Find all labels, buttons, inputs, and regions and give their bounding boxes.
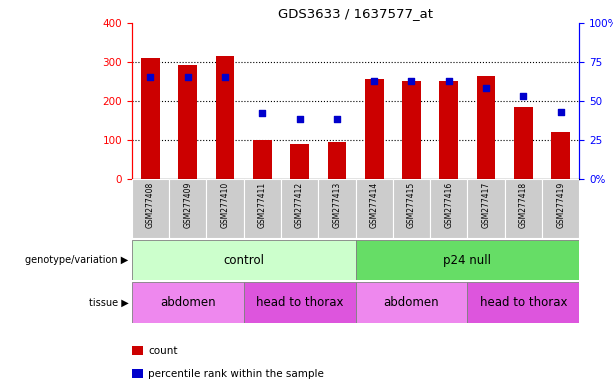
Text: p24 null: p24 null — [443, 254, 492, 266]
Bar — [356, 179, 393, 238]
Point — [369, 78, 379, 84]
Bar — [318, 179, 356, 238]
Text: GSM277419: GSM277419 — [556, 182, 565, 228]
Point — [295, 116, 305, 122]
Bar — [132, 369, 143, 378]
Text: GSM277415: GSM277415 — [407, 182, 416, 228]
Bar — [132, 346, 143, 355]
Bar — [542, 179, 579, 238]
Bar — [291, 144, 309, 179]
Bar — [132, 282, 244, 323]
Text: control: control — [223, 254, 264, 266]
Text: GSM277409: GSM277409 — [183, 182, 192, 228]
Text: head to thorax: head to thorax — [479, 296, 567, 309]
Point — [519, 93, 528, 99]
Text: percentile rank within the sample: percentile rank within the sample — [148, 369, 324, 379]
Text: abdomen: abdomen — [160, 296, 216, 309]
Text: GSM277412: GSM277412 — [295, 182, 304, 228]
Bar — [514, 108, 533, 179]
Text: genotype/variation ▶: genotype/variation ▶ — [26, 255, 129, 265]
Text: GSM277414: GSM277414 — [370, 182, 379, 228]
Text: GSM277417: GSM277417 — [482, 182, 490, 228]
Bar — [468, 179, 504, 238]
Bar — [440, 81, 458, 179]
Bar — [356, 240, 579, 280]
Point — [220, 74, 230, 81]
Title: GDS3633 / 1637577_at: GDS3633 / 1637577_at — [278, 7, 433, 20]
Point — [444, 78, 454, 84]
Point — [406, 78, 416, 84]
Bar — [141, 58, 160, 179]
Bar — [207, 179, 244, 238]
Bar — [244, 282, 356, 323]
Bar — [244, 179, 281, 238]
Text: GSM277416: GSM277416 — [444, 182, 453, 228]
Point — [183, 74, 192, 81]
Bar — [169, 179, 207, 238]
Bar — [216, 56, 234, 179]
Bar — [132, 240, 356, 280]
Point — [257, 110, 267, 116]
Point — [556, 109, 566, 115]
Bar — [393, 179, 430, 238]
Text: GSM277408: GSM277408 — [146, 182, 155, 228]
Bar — [327, 142, 346, 179]
Bar — [178, 65, 197, 179]
Text: tissue ▶: tissue ▶ — [89, 297, 129, 308]
Bar — [281, 179, 318, 238]
Bar — [504, 179, 542, 238]
Bar — [253, 140, 272, 179]
Text: abdomen: abdomen — [384, 296, 440, 309]
Text: head to thorax: head to thorax — [256, 296, 343, 309]
Point — [332, 116, 342, 122]
Text: GSM277418: GSM277418 — [519, 182, 528, 228]
Point — [481, 85, 491, 91]
Bar — [477, 76, 495, 179]
Text: GSM277410: GSM277410 — [221, 182, 229, 228]
Text: GSM277413: GSM277413 — [332, 182, 341, 228]
Text: GSM277411: GSM277411 — [258, 182, 267, 228]
Bar — [132, 179, 169, 238]
Text: count: count — [148, 346, 178, 356]
Bar — [468, 282, 579, 323]
Bar — [365, 79, 384, 179]
Bar — [551, 132, 570, 179]
Point — [145, 74, 155, 81]
Bar — [430, 179, 468, 238]
Bar — [356, 282, 467, 323]
Bar — [402, 81, 421, 179]
